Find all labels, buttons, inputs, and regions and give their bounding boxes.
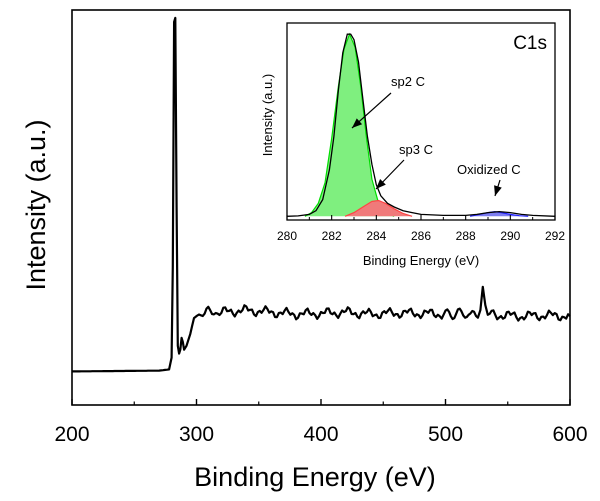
main-x-tick-label: 600 [552,423,587,446]
inset-chart: 280 282 284 286 288 290 292 Binding Energy (eV)… [257,22,565,278]
inset-x-tick-label: 286 [411,229,431,243]
inset-annotation-label: Oxidized C [457,162,521,177]
main-spectrum-line [72,16,571,373]
inset-annotation-label: sp3 C [399,142,433,157]
main-y-axis-label: Intensity (a.u.) [21,119,51,290]
inset-x-tick-label: 290 [500,229,520,243]
inset-annotation-arrowhead [376,179,386,189]
main-x-axis-label: Binding Energy (eV) [194,462,436,492]
inset-annotation-arrowhead [352,118,363,128]
main-x-tick-label: 500 [428,423,463,446]
inset-annotation-label: sp2 C [391,74,425,89]
main-x-tick-label: 300 [179,423,214,446]
main-chart: 200 300 400 500 600 Binding Energy (eV) Intens… [21,9,588,492]
inset-envelope-line [286,33,556,217]
inset-annotation-arrowhead [494,185,502,196]
inset-x-tick-label: 282 [322,229,342,243]
main-x-tick-label: 200 [54,423,89,446]
inset-background [257,23,555,278]
inset-component-line [344,199,413,217]
inset-x-axis-label: Binding Energy (eV) [363,253,479,268]
inset-x-tick-label: 292 [545,229,565,243]
inset-x-tick-label: 284 [366,229,386,243]
inset-title: C1s [513,33,547,54]
main-x-tick-label: 400 [303,423,338,446]
inset-x-tick-label: 288 [456,229,476,243]
inset-y-axis-label: Intensity (a.u.) [260,74,275,156]
inset-x-tick-label: 280 [277,229,297,243]
inset-component-fill [345,200,413,217]
